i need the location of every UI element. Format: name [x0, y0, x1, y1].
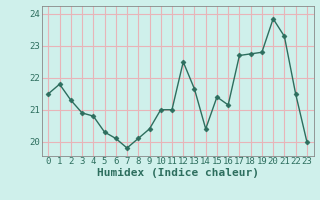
X-axis label: Humidex (Indice chaleur): Humidex (Indice chaleur) [97, 168, 259, 178]
